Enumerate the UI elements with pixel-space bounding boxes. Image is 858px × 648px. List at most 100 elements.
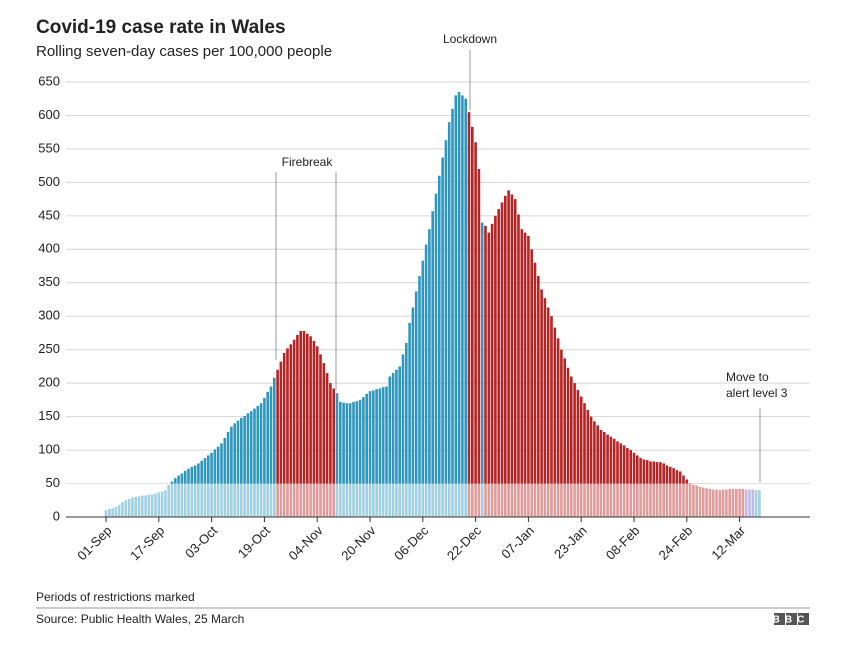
plot: 0 50 100 150 200 250 300 350 400 450 500 550 600 650 0… — [38, 73, 810, 563]
bar — [583, 403, 586, 517]
bar — [494, 215, 497, 517]
bar — [395, 369, 398, 517]
logo-text: BBC — [773, 615, 810, 626]
bar — [309, 336, 312, 517]
bar — [507, 190, 510, 517]
bar — [553, 327, 557, 517]
bar — [500, 202, 504, 517]
chart-title: Covid-19 case rate in Wales — [36, 17, 286, 38]
bar — [428, 229, 431, 517]
bar — [408, 322, 411, 517]
y-tick-label: 550 — [38, 140, 60, 155]
bar — [616, 441, 619, 517]
bar — [589, 416, 593, 517]
bar — [348, 403, 352, 517]
bar — [259, 403, 263, 517]
bar — [345, 403, 349, 517]
bar — [236, 420, 240, 517]
bar — [342, 402, 345, 517]
bar — [546, 307, 550, 517]
bar — [444, 140, 448, 517]
bar — [454, 95, 458, 517]
bar — [619, 443, 623, 517]
bar — [365, 393, 368, 517]
bar — [603, 432, 606, 517]
bar — [292, 339, 296, 517]
x-tick-label: 20-Nov — [338, 523, 379, 564]
bar — [606, 434, 609, 517]
bar — [451, 108, 454, 518]
bar — [596, 425, 599, 517]
bar — [586, 409, 590, 517]
bar — [355, 401, 359, 517]
annotation: Firebreak — [282, 155, 334, 169]
bar — [527, 235, 530, 517]
bar — [510, 194, 514, 517]
bar — [543, 298, 547, 517]
bar — [434, 193, 438, 517]
bar — [471, 126, 474, 517]
annotation: Lockdown — [443, 32, 497, 46]
bar — [517, 214, 520, 517]
bar — [322, 363, 326, 517]
bar — [609, 436, 613, 517]
bar — [302, 330, 306, 517]
bar — [513, 199, 517, 517]
y-tick-label: 650 — [38, 73, 60, 88]
bar — [401, 354, 405, 517]
bar — [599, 430, 603, 517]
bar — [418, 276, 421, 517]
bar — [315, 346, 319, 517]
x-tick-label: 06-Dec — [391, 523, 432, 564]
bar — [612, 438, 616, 517]
bar — [282, 353, 286, 517]
bar — [441, 157, 444, 517]
bar — [240, 417, 243, 517]
x-tick-label: 08-Feb — [603, 523, 643, 563]
bar — [464, 98, 467, 517]
bar — [325, 373, 329, 517]
x-tick-label: 04-Nov — [286, 523, 327, 564]
bar — [405, 343, 408, 517]
y-tick-label: 50 — [46, 475, 60, 490]
bar — [537, 276, 540, 517]
bar — [385, 386, 388, 517]
x-tick-label: 23-Jan — [551, 523, 590, 562]
bar — [576, 389, 580, 517]
bar — [447, 122, 451, 518]
bar — [253, 408, 256, 517]
bar — [523, 232, 527, 518]
x-tick-label: 24-Feb — [656, 523, 696, 563]
bar — [533, 262, 537, 517]
bar — [233, 423, 236, 517]
bar — [269, 386, 273, 517]
bar — [467, 112, 471, 517]
y-tick-label: 250 — [38, 341, 60, 356]
bar — [579, 396, 583, 517]
bar — [520, 229, 524, 517]
y-tick-label: 350 — [38, 274, 60, 289]
bar — [570, 376, 573, 517]
source: Source: Public Health Wales, 25 March — [36, 612, 244, 626]
bar — [216, 446, 220, 517]
bar — [556, 338, 560, 517]
bar — [457, 92, 461, 518]
bar — [230, 426, 233, 517]
bar — [319, 354, 322, 517]
bar — [477, 169, 481, 517]
bar — [358, 399, 362, 517]
bar — [381, 387, 385, 517]
y-tick-label: 600 — [38, 107, 60, 122]
bar — [226, 432, 230, 517]
bar — [573, 383, 576, 517]
bar — [296, 334, 299, 517]
bar — [474, 142, 477, 517]
x-tick-label: 17-Sep — [127, 523, 167, 563]
x-tick-label: 22-Dec — [444, 523, 485, 564]
note: Periods of restrictions marked — [36, 590, 195, 604]
bar — [530, 249, 533, 518]
annotation: alert level 3 — [726, 386, 788, 400]
y-tick-label: 300 — [38, 308, 60, 323]
bar — [223, 438, 227, 517]
bar — [279, 361, 283, 517]
